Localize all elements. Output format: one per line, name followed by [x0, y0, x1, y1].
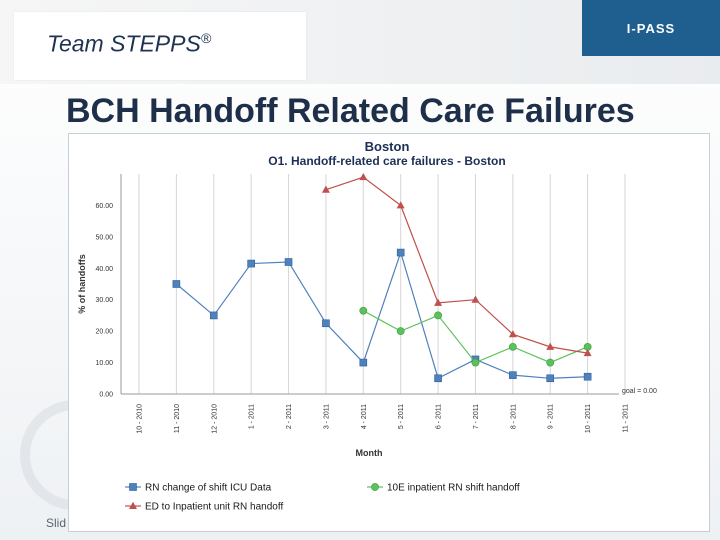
chart-subtitle: O1. Handoff-related care failures - Bost… [268, 154, 505, 168]
y-tick-label: 50.00 [95, 234, 113, 241]
x-tick-label: 12 - 2010 [211, 404, 218, 434]
data-point-10e [546, 358, 555, 367]
legend-label-ed: ED to Inpatient unit RN handoff [145, 502, 283, 513]
x-tick-label: 11 - 2010 [174, 404, 181, 433]
data-point-10e [471, 358, 480, 367]
data-point-icu [509, 371, 517, 379]
y-tick-label: 60.00 [95, 203, 113, 210]
y-tick-label: 10.00 [95, 360, 113, 367]
legend-marker-icu [129, 483, 137, 491]
data-point-icu [322, 319, 330, 328]
x-tick-label: 10 - 2010 [137, 404, 144, 434]
data-point-ed [583, 348, 592, 357]
data-point-ed [359, 172, 368, 181]
data-point-icu [583, 372, 592, 381]
data-point-icu [247, 259, 255, 268]
y-tick-label: 0.00 [99, 392, 113, 399]
x-tick-label: 2 - 2011 [286, 404, 293, 429]
legend-marker-ed [129, 501, 137, 509]
data-point-ed [546, 342, 555, 350]
x-tick-label: 8 - 2011 [510, 404, 517, 429]
x-tick-label: 10 - 2011 [585, 404, 592, 433]
brand-registered-mark: ® [200, 30, 212, 46]
data-point-10e [359, 306, 368, 315]
y-axis-label: % of handoffs [77, 254, 87, 314]
chart-panel: Boston O1. Handoff-related care failures … [68, 133, 710, 532]
data-point-10e [508, 342, 517, 351]
data-point-icu [546, 374, 555, 383]
brand-box [14, 12, 306, 80]
brand-logo-text: Team STEPPS® [47, 30, 211, 58]
goal-label: goal = 0.00 [622, 388, 657, 395]
x-tick-label: 1 - 2011 [249, 404, 256, 429]
x-tick-label: 7 - 2011 [473, 404, 480, 429]
brand-name: Team STEPPS [47, 30, 201, 57]
data-point-ed [321, 185, 330, 193]
legend-label-icu: RN change of shift ICU Data [145, 483, 272, 494]
slide-title: BCH Handoff Related Care Failures [66, 92, 635, 130]
x-tick-label: 9 - 2011 [548, 404, 555, 429]
slide-footer-text: Slid [46, 516, 67, 530]
ipass-tag: I-PASS [582, 0, 720, 56]
data-point-icu [172, 280, 181, 288]
x-tick-label: 5 - 2011 [398, 404, 405, 429]
data-point-icu [209, 311, 218, 320]
data-point-icu [284, 258, 293, 266]
data-point-10e [396, 327, 405, 336]
chart-title: Boston [365, 139, 410, 154]
y-tick-label: 20.00 [95, 329, 113, 336]
y-tick-label: 40.00 [95, 266, 113, 273]
data-point-ed [508, 330, 517, 338]
data-point-ed [396, 201, 405, 209]
series-line-ed [325, 176, 588, 354]
series-line-icu [175, 250, 588, 380]
data-point-ed [471, 295, 480, 303]
legend-label-10e: 10E inpatient RN shift handoff [387, 483, 520, 494]
x-tick-label: 11 - 2011 [623, 404, 630, 433]
x-tick-label: 6 - 2011 [436, 404, 443, 429]
data-point-icu [396, 248, 405, 257]
legend-marker-10e [371, 483, 379, 491]
data-point-icu [434, 374, 442, 383]
data-point-icu [359, 358, 368, 367]
y-tick-label: 30.00 [95, 297, 113, 304]
x-tick-label: 3 - 2011 [323, 404, 330, 429]
x-tick-label: 4 - 2011 [361, 404, 368, 429]
data-point-ed [434, 298, 443, 306]
data-point-10e [434, 311, 442, 320]
x-axis-label: Month [356, 448, 383, 458]
